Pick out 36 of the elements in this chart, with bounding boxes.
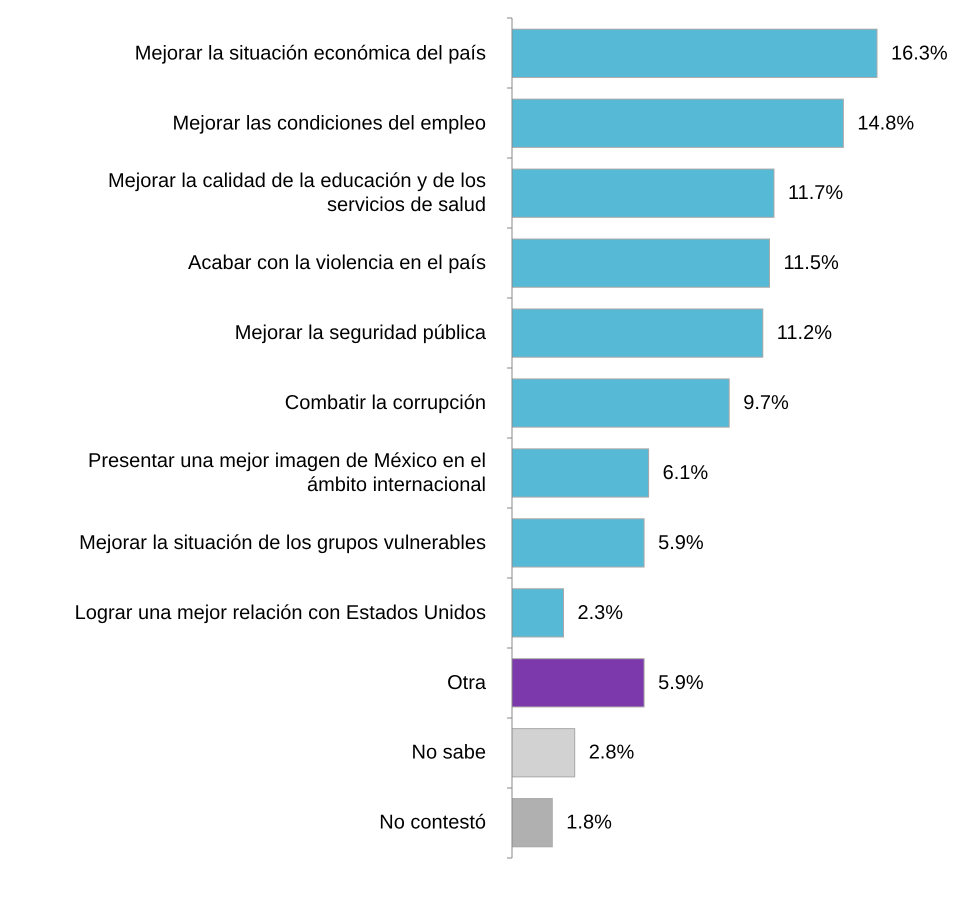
y-tick-label: Mejorar las condiciones del empleo bbox=[172, 112, 486, 134]
bar bbox=[512, 728, 576, 778]
y-tick-label: No contestó bbox=[379, 812, 486, 834]
bar bbox=[512, 28, 878, 78]
y-tick-label: No sabe bbox=[412, 742, 486, 764]
data-label: 5.9% bbox=[658, 672, 704, 694]
y-tick-label: Combatir la corrupción bbox=[284, 392, 486, 414]
data-label: 5.9% bbox=[658, 532, 704, 554]
bar bbox=[512, 448, 650, 498]
y-tick-label: Lograr una mejor relación con Estados Unidos bbox=[74, 602, 486, 624]
bar bbox=[512, 588, 564, 638]
y-tick-label: Mejorar la calidad de la educación y de los servicios de salud bbox=[108, 170, 486, 216]
bar bbox=[512, 308, 764, 358]
bar bbox=[512, 98, 844, 148]
y-tick-label: Presentar una mejor imagen de México en el ámbito internacional bbox=[88, 450, 486, 496]
bar bbox=[512, 238, 770, 288]
data-label: 14.8% bbox=[857, 112, 914, 134]
y-tick-label: Mejorar la situación de los grupos vulnerables bbox=[79, 532, 486, 554]
y-tick-label: Acabar con la violencia en el país bbox=[188, 252, 486, 274]
bar bbox=[512, 798, 553, 848]
y-tick-label: Otra bbox=[447, 672, 487, 694]
bar bbox=[512, 658, 645, 708]
bar bbox=[512, 518, 645, 568]
data-label: 16.3% bbox=[891, 42, 948, 64]
data-label: 2.3% bbox=[578, 602, 624, 624]
y-tick-label: Mejorar la situación económica del país bbox=[134, 42, 486, 64]
data-label: 6.1% bbox=[662, 462, 708, 484]
y-tick-label: Mejorar la seguridad pública bbox=[234, 322, 487, 344]
bar bbox=[512, 168, 774, 218]
data-label: 1.8% bbox=[566, 812, 612, 834]
data-label: 11.2% bbox=[776, 322, 832, 344]
data-label: 11.7% bbox=[788, 182, 844, 204]
data-label: 9.7% bbox=[743, 392, 790, 414]
data-label: 11.5% bbox=[784, 252, 839, 274]
data-label: 2.8% bbox=[588, 742, 634, 764]
bar bbox=[512, 378, 730, 428]
